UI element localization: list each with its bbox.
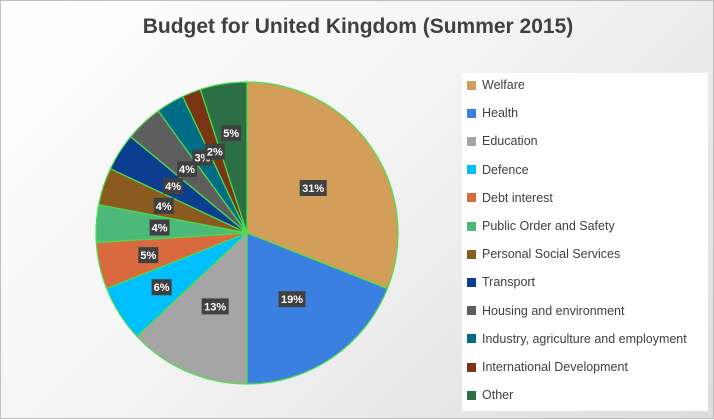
legend-label: Debt interest [482, 190, 553, 205]
data-label-education: 13% [201, 298, 229, 315]
data-label-welfare: 31% [299, 180, 327, 196]
legend-label: Industry, agriculture and employment [482, 331, 687, 346]
legend-label: Welfare [482, 78, 525, 92]
legend-swatch [467, 362, 476, 372]
legend-item-debt-interest: Debt interest [462, 188, 553, 208]
data-label-housing-and-environment: 4% [177, 161, 197, 178]
legend-swatch [467, 80, 476, 90]
legend-item-other: Other [462, 385, 513, 405]
data-label-international-development: 2% [204, 143, 225, 160]
svg-text:4%: 4% [156, 201, 172, 213]
legend-item-public-order-and-safety: Public Order and Safety [462, 216, 615, 236]
svg-text:13%: 13% [204, 301, 226, 313]
data-label-personal-social-services: 4% [153, 197, 174, 214]
data-label-other: 5% [221, 125, 242, 142]
legend-label: Other [482, 388, 514, 403]
pie-slice-education [136, 231, 248, 385]
legend-item-personal-social-services: Personal Social Services [462, 244, 620, 264]
legend-item-industry-agriculture-and-employment: Industry, agriculture and employment [462, 329, 687, 349]
legend-item-defence: Defence [462, 160, 529, 180]
svg-text:31%: 31% [302, 183, 324, 195]
legend-swatch [467, 277, 476, 287]
svg-text:4%: 4% [179, 164, 195, 176]
svg-text:5%: 5% [223, 128, 239, 140]
data-label-public-order-and-safety: 4% [149, 219, 170, 236]
svg-text:6%: 6% [154, 282, 170, 294]
legend-item-education: Education [462, 131, 538, 151]
legend-swatch [467, 165, 476, 175]
data-label-defence: 6% [151, 279, 172, 296]
svg-text:4%: 4% [152, 223, 168, 235]
chart-title: Budget for United Kingdom (Summer 2015) [142, 15, 574, 38]
legend-swatch [467, 334, 476, 344]
legend-item-international-development: International Development [462, 357, 628, 377]
legend-label: Personal Social Services [482, 247, 621, 262]
data-label-health: 19% [278, 291, 306, 308]
legend-label: Public Order and Safety [482, 219, 615, 233]
svg-text:5%: 5% [140, 250, 156, 262]
legend-label: International Development [482, 360, 628, 374]
legend-swatch [467, 390, 476, 400]
legend-swatch [467, 306, 476, 316]
svg-text:19%: 19% [281, 294, 303, 306]
legend-label: Education [482, 134, 538, 149]
legend-swatch [467, 193, 476, 203]
legend: Welfare Health Education Defence Debt intere… [462, 73, 708, 411]
legend-label: Health [482, 106, 519, 121]
legend-label: Housing and environment [482, 303, 625, 318]
legend-item-health: Health [462, 103, 518, 123]
legend-swatch [467, 136, 476, 146]
legend-label: Defence [482, 162, 529, 177]
data-label-transport: 4% [163, 178, 184, 195]
data-label-debt-interest: 5% [138, 247, 159, 264]
legend-swatch [467, 249, 476, 259]
legend-swatch [467, 221, 476, 231]
legend-item-housing-and-environment: Housing and environment [462, 301, 624, 321]
legend-label: Transport [482, 275, 536, 290]
pie-slice-health [246, 232, 389, 385]
legend-item-transport: Transport [462, 272, 535, 292]
legend-swatch [467, 108, 476, 118]
svg-text:4%: 4% [165, 181, 181, 193]
svg-text:2%: 2% [207, 147, 223, 159]
legend-item-welfare: Welfare [462, 75, 525, 95]
